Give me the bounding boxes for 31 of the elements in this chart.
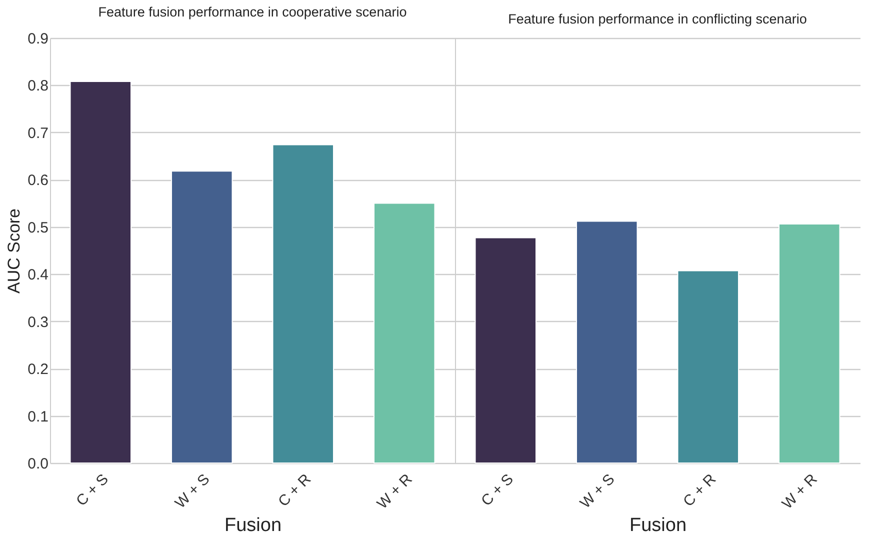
y-tick-label: 0.3 bbox=[28, 314, 48, 331]
x-axis-title: Fusion bbox=[224, 514, 282, 536]
bar bbox=[677, 270, 739, 464]
bar bbox=[171, 170, 233, 464]
y-tick-label: 0.8 bbox=[28, 78, 48, 95]
x-tick-label: C + S bbox=[478, 470, 517, 510]
y-tick-label: 0.4 bbox=[28, 266, 48, 284]
x-tick-label: W + R bbox=[778, 470, 821, 513]
x-tick-label: W + S bbox=[172, 470, 214, 512]
y-tick-label: 0.5 bbox=[28, 219, 48, 236]
y-axis-title: AUC Score bbox=[4, 208, 24, 294]
y-tick-label: 0.0 bbox=[28, 456, 48, 472]
bar bbox=[374, 202, 436, 464]
y-tick-label: 0.1 bbox=[28, 408, 48, 426]
chart-title: Feature fusion performance in cooperative scenario bbox=[98, 4, 407, 20]
chart-title: Feature fusion performance in conflicting scenario bbox=[508, 12, 807, 26]
x-tick-label: W + R bbox=[374, 470, 416, 513]
y-tick-label: 0.7 bbox=[28, 124, 48, 142]
x-tick-label: W + S bbox=[576, 470, 618, 512]
x-tick-label: C + R bbox=[275, 470, 315, 510]
y-tick-label: 0.9 bbox=[28, 30, 48, 48]
x-tick-label: C + S bbox=[73, 470, 112, 510]
bar bbox=[474, 237, 536, 464]
bar bbox=[576, 220, 638, 464]
bar bbox=[272, 144, 334, 464]
y-tick-label: 0.2 bbox=[28, 361, 48, 378]
x-axis-title: Fusion bbox=[629, 514, 687, 536]
bar bbox=[70, 80, 132, 464]
y-tick-label: 0.6 bbox=[28, 172, 48, 190]
bar bbox=[778, 224, 840, 464]
x-tick-label: C + R bbox=[680, 470, 720, 510]
